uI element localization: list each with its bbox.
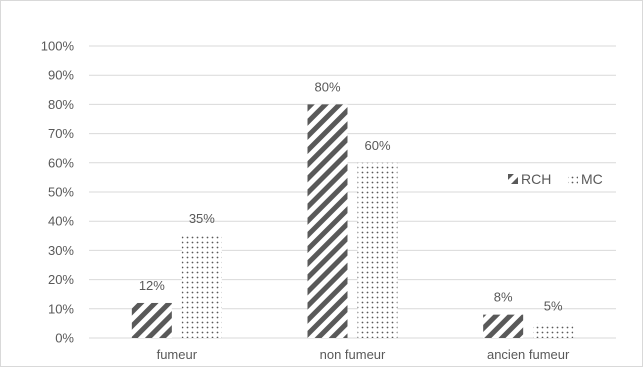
y-tick-label: 50% (48, 185, 74, 200)
x-axis-category-labels: fumeur non fumeur ancien fumeur (157, 347, 570, 362)
data-label: 12% (139, 278, 165, 293)
bar-mc-fumeur (181, 235, 222, 338)
y-tick-label: 90% (48, 68, 74, 83)
y-axis-tick-labels: 0% 10% 20% 30% 40% 50% 60% 70% 80% 90% 100% (41, 39, 75, 346)
y-tick-label: 20% (48, 272, 74, 287)
bar-rch-non-fumeur (307, 104, 348, 339)
gridlines (89, 45, 616, 339)
category-label: fumeur (157, 347, 198, 362)
data-label: 35% (189, 211, 215, 226)
y-tick-label: 30% (48, 243, 74, 258)
data-label: 80% (314, 79, 340, 94)
y-tick-label: 40% (48, 214, 74, 229)
bar-rch-fumeur (131, 302, 172, 338)
legend-swatch-mc (568, 174, 578, 184)
y-tick-label: 0% (55, 331, 74, 346)
legend: RCH MC (508, 171, 603, 187)
legend-swatch-rch (508, 174, 518, 184)
data-labels: 12% 35% 80% 60% 8% 5% (139, 79, 563, 313)
data-label: 8% (494, 290, 513, 305)
legend-label-mc: MC (581, 171, 603, 187)
bar-mc-non-fumeur (357, 162, 398, 338)
bars (131, 104, 574, 339)
legend-label-rch: RCH (521, 171, 551, 187)
y-tick-label: 100% (41, 39, 75, 54)
bar-mc-ancien-fumeur (533, 323, 574, 338)
y-tick-label: 60% (48, 155, 74, 170)
bar-rch-ancien-fumeur (483, 314, 524, 338)
data-label: 5% (544, 298, 563, 313)
category-label: ancien fumeur (487, 347, 570, 362)
y-tick-label: 80% (48, 97, 74, 112)
y-tick-label: 10% (48, 301, 74, 316)
y-tick-label: 70% (48, 126, 74, 141)
data-label: 60% (364, 138, 390, 153)
category-label: non fumeur (320, 347, 386, 362)
